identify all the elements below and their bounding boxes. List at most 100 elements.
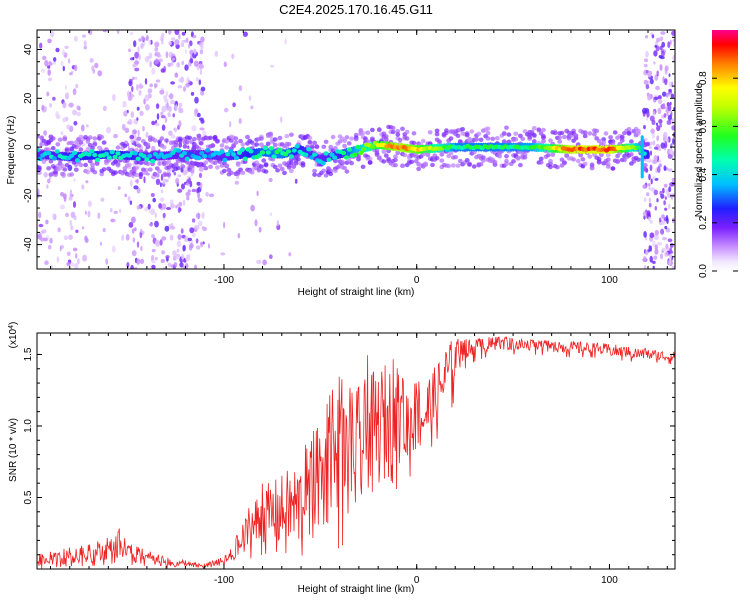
noise-cell	[652, 240, 656, 247]
noise-cell	[163, 95, 167, 100]
halo-cell	[134, 165, 139, 171]
noise-cell	[91, 65, 95, 72]
halo-cell	[594, 128, 600, 134]
noise-cell	[62, 101, 67, 109]
noise-cell	[178, 102, 183, 108]
y-tick-label: 1.5	[23, 347, 34, 361]
noise-cell	[194, 96, 199, 104]
colorbar-tick-label: 0.6	[698, 119, 709, 133]
halo-cell	[224, 163, 230, 168]
noise-cell	[166, 101, 169, 108]
noise-cell	[194, 112, 198, 117]
halo-cell	[467, 161, 472, 166]
noise-cell	[196, 188, 200, 194]
noise-cell	[646, 192, 650, 197]
noise-cell	[650, 178, 653, 185]
noise-cell	[656, 70, 660, 76]
noise-cell	[661, 220, 666, 225]
ridge-cell	[257, 153, 263, 158]
noise-cell	[653, 146, 659, 150]
noise-cell	[284, 38, 287, 45]
noise-cell	[160, 197, 165, 202]
noise-cell	[294, 178, 298, 184]
halo-cell	[603, 131, 609, 136]
ridge-cell	[294, 144, 300, 149]
noise-cell	[151, 260, 156, 264]
halo-cell	[78, 162, 84, 168]
noise-cell	[643, 197, 647, 202]
halo-cell	[504, 158, 509, 164]
noise-cell	[130, 111, 134, 118]
noise-cell	[49, 103, 52, 108]
figure-title: C2E4.2025.170.16.45.G11	[279, 2, 433, 17]
spectrogram-y-label: Frequency (Hz)	[6, 116, 17, 185]
snr-y-label: SNR (10 * v/v)	[8, 418, 19, 482]
halo-cell	[365, 130, 371, 135]
ridge-cell	[635, 145, 642, 150]
halo-cell	[383, 134, 389, 139]
noise-cell	[669, 39, 672, 45]
noise-cell	[654, 229, 659, 236]
halo-cell	[289, 160, 294, 165]
noise-cell	[198, 41, 204, 47]
noise-cell	[172, 255, 177, 261]
halo-cell	[122, 143, 128, 148]
ridge-cell	[228, 149, 234, 154]
noise-cell	[162, 178, 166, 185]
noise-cell	[83, 46, 88, 50]
noise-cell	[112, 94, 116, 101]
noise-cell	[165, 51, 169, 59]
halo-cell	[224, 145, 230, 150]
halo-cell	[141, 167, 146, 172]
noise-cell	[665, 188, 670, 195]
noise-cell	[122, 123, 126, 131]
halo-cell	[629, 152, 634, 157]
halo-cell	[481, 158, 486, 163]
halo-cell	[610, 141, 616, 146]
halo-cell	[349, 136, 354, 141]
noise-cell	[73, 35, 78, 42]
ridge-cell	[265, 150, 271, 155]
noise-cell	[170, 203, 175, 209]
halo-cell	[182, 144, 188, 149]
noise-cell	[649, 150, 653, 156]
halo-cell	[187, 135, 193, 140]
noise-cell	[149, 60, 152, 68]
noise-cell	[195, 212, 201, 219]
halo-cell	[506, 139, 512, 145]
noise-cell	[97, 70, 103, 77]
noise-cell	[53, 57, 57, 62]
noise-cell	[653, 61, 656, 65]
noise-cell	[188, 244, 193, 251]
halo-cell	[559, 130, 565, 136]
noise-cell	[160, 68, 165, 73]
halo-cell	[240, 142, 246, 147]
noise-cell	[142, 125, 145, 132]
noise-cell	[667, 104, 672, 112]
halo-cell	[437, 139, 442, 144]
halo-cell	[272, 164, 278, 170]
halo-cell	[87, 135, 93, 140]
noise-cell	[47, 69, 51, 76]
ridge-cell	[271, 154, 277, 159]
halo-cell	[224, 139, 230, 144]
noise-cell	[643, 58, 649, 63]
halo-cell	[228, 170, 234, 175]
halo-cell	[605, 152, 611, 158]
x-tick-label: -100	[214, 275, 234, 286]
noise-cell	[665, 227, 671, 233]
ridge-cell	[222, 157, 228, 163]
ridge-cell	[329, 152, 335, 157]
noise-cell	[169, 234, 174, 241]
noise-cell	[201, 212, 205, 219]
noise-cell	[187, 189, 192, 193]
halo-cell	[541, 139, 546, 144]
noise-cell	[167, 63, 172, 68]
noise-cell	[155, 239, 159, 247]
noise-cell	[181, 183, 185, 190]
ridge-cell	[176, 148, 182, 153]
halo-cell	[312, 168, 317, 174]
halo-cell	[178, 136, 183, 141]
noise-cell	[648, 146, 652, 149]
